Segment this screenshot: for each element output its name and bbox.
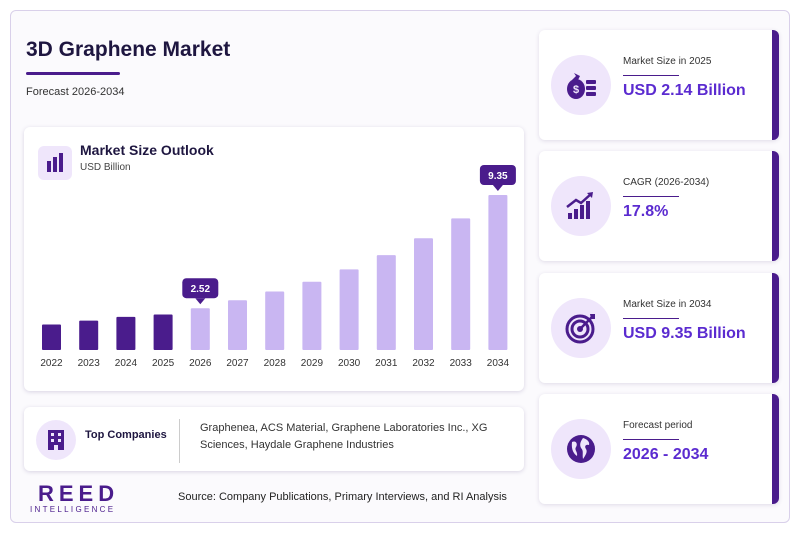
x-tick-label: 2022 — [40, 358, 63, 369]
divider — [179, 419, 180, 463]
chart-card: Market Size Outlook USD Billion 2022 2023… — [24, 127, 524, 391]
accent-bar — [772, 394, 779, 504]
x-tick-label: 2027 — [226, 358, 249, 369]
logo-subtext: INTELLIGENCE — [30, 505, 116, 514]
top-companies-card: Top Companies Graphenea, ACS Material, G… — [24, 407, 524, 471]
data-label: 2.52 — [191, 284, 211, 295]
growth-chart-icon — [551, 176, 611, 236]
stat-value: 2026 - 2034 — [623, 446, 709, 463]
stat-card-forecast-period: Forecast period 2026 - 2034 — [539, 394, 779, 504]
stat-rule — [623, 196, 679, 197]
bar-2032 — [414, 238, 433, 350]
stat-value: USD 9.35 Billion — [623, 325, 746, 342]
x-tick-label: 2024 — [115, 358, 138, 369]
bar-2031 — [376, 255, 396, 350]
data-callout-2034: 9.35 — [479, 165, 516, 191]
accent-bar — [772, 151, 779, 261]
title-underline — [26, 72, 120, 75]
chart-plot: 2022 2023 2024 2025 2026 2027 2028 2029 2030 2031… — [40, 165, 516, 369]
stat-label: CAGR (2026-2034) — [623, 177, 710, 188]
stat-value: USD 2.14 Billion — [623, 82, 746, 99]
bar-2022 — [42, 324, 61, 350]
bar-chart-icon — [38, 146, 72, 180]
x-tick-label: 2023 — [78, 358, 101, 369]
globe-icon — [551, 419, 611, 479]
data-callout-2026: 2.52 — [182, 278, 219, 305]
stat-rule — [623, 318, 679, 319]
stat-card-market-size-2034: Market Size in 2034 USD 9.35 Billion — [539, 273, 779, 383]
bar-2025 — [153, 314, 173, 350]
x-tick-label: 2034 — [487, 358, 510, 369]
chart-unit: USD Billion — [80, 162, 131, 173]
stat-label: Market Size in 2025 — [623, 56, 712, 67]
x-tick-label: 2028 — [264, 358, 287, 369]
top-companies-label: Top Companies — [85, 429, 167, 441]
x-tick-label: 2031 — [375, 358, 398, 369]
stat-rule — [623, 439, 679, 440]
bar-2024 — [116, 316, 136, 350]
page-subtitle: Forecast 2026-2034 — [26, 86, 125, 98]
bar-2028 — [265, 291, 285, 350]
stat-label: Market Size in 2034 — [623, 299, 712, 310]
bar-2026 — [190, 308, 210, 350]
page-title: 3D Graphene Market — [26, 38, 231, 61]
bar-2030 — [339, 269, 359, 350]
money-bag-icon: $ — [551, 55, 611, 115]
x-tick-label: 2032 — [412, 358, 435, 369]
stat-label: Forecast period — [623, 420, 693, 431]
stat-card-market-size-2025: $ Market Size in 2025 USD 2.14 Billion — [539, 30, 779, 140]
data-label: 9.35 — [488, 171, 508, 182]
building-icon — [36, 420, 76, 460]
bar-2023 — [79, 320, 99, 350]
x-tick-label: 2030 — [338, 358, 361, 369]
top-companies-list: Graphenea, ACS Material, Graphene Labora… — [200, 422, 488, 451]
bar-2033 — [451, 218, 471, 350]
svg-text:$: $ — [573, 84, 579, 96]
bar-2029 — [302, 281, 322, 350]
logo-wordmark: REED — [38, 481, 120, 506]
bar-2027 — [228, 300, 247, 350]
stat-value: 17.8% — [623, 203, 669, 220]
target-icon — [551, 298, 611, 358]
x-tick-label: 2025 — [152, 358, 175, 369]
accent-bar — [772, 273, 779, 383]
stat-card-cagr: CAGR (2026-2034) 17.8% — [539, 151, 779, 261]
x-tick-label: 2026 — [189, 358, 212, 369]
x-tick-label: 2033 — [450, 358, 473, 369]
bar-2034 — [488, 195, 508, 350]
accent-bar — [772, 30, 779, 140]
x-tick-label: 2029 — [301, 358, 324, 369]
stat-rule — [623, 75, 679, 76]
source-note: Source: Company Publications, Primary In… — [178, 491, 507, 503]
chart-title: Market Size Outlook — [80, 142, 214, 158]
